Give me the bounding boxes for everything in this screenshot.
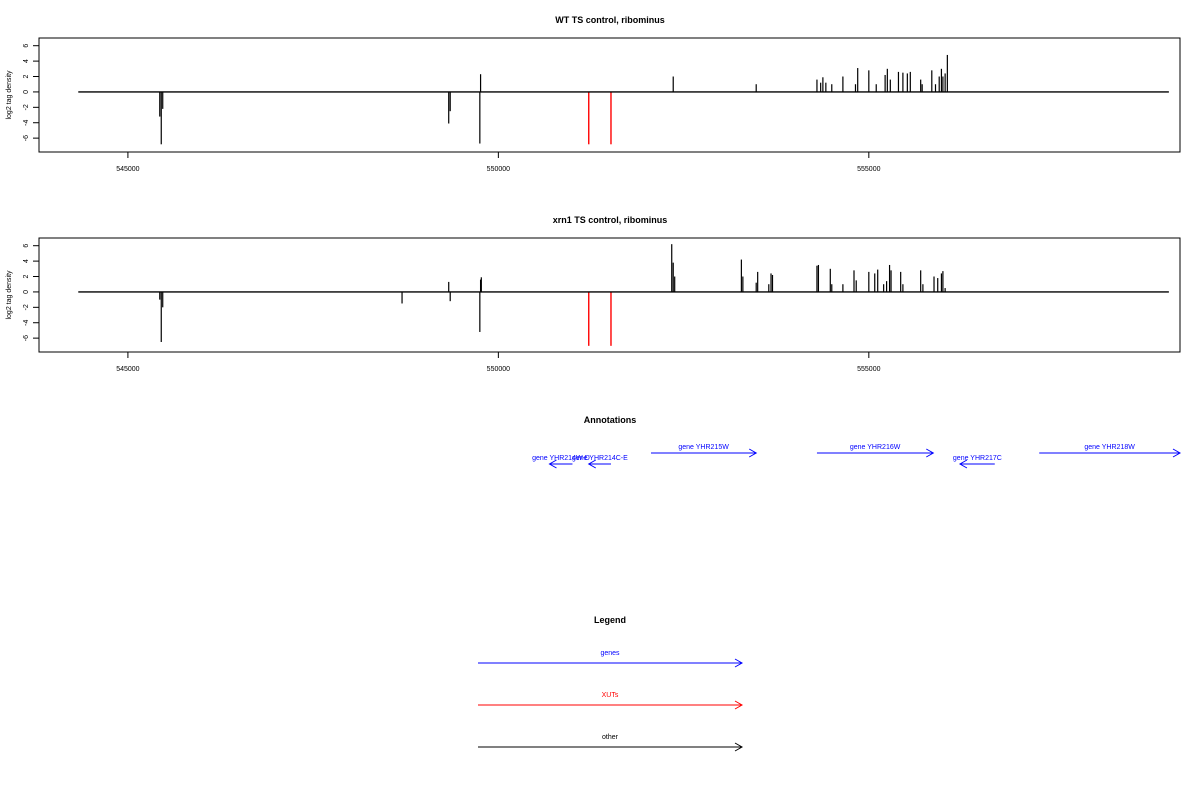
xrn1-plot-frame — [38, 237, 1181, 353]
legend-arrowhead-genes — [734, 658, 744, 668]
xrn1-chart-title: xrn1 TS control, ribominus — [553, 215, 668, 225]
xrn1-y-axis-label: log2 tag density — [6, 270, 13, 320]
wt-y-tick-label: 4 — [23, 59, 30, 63]
feature-gene-yhr217c: gene YHR217C — [953, 455, 1002, 469]
feature-gene-yhr215w: gene YHR215W — [650, 444, 758, 458]
xrn1-x-tick-label: 545000 — [116, 366, 139, 373]
wt-y-tick-label: -2 — [23, 104, 30, 110]
legend-label-xuts: XUTs — [602, 692, 619, 699]
wt-y-axis: -6 -4 -2 0 2 4 6 — [23, 44, 40, 141]
feature-gene-yhr214c-e: gene YHR214C-E — [572, 455, 628, 469]
wt-ts-control-panel: WT TS control, ribominus log2 tag densit… — [6, 15, 1181, 173]
wt-signal-bars — [78, 54, 1169, 145]
legend-title: Legend — [594, 615, 626, 625]
legend: Legend genes XUTs other — [478, 615, 744, 752]
wt-x-axis: 545000 550000 555000 — [116, 151, 881, 173]
wt-y-tick-label: 0 — [23, 90, 30, 94]
xrn1-x-axis: 545000 550000 555000 — [116, 351, 881, 373]
annotations-title: Annotations — [584, 415, 637, 425]
feature-label-gene-yhr214c-e: gene YHR214C-E — [572, 455, 628, 462]
xrn1-ts-control-panel: xrn1 TS control, ribominus log2 tag dens… — [6, 215, 1181, 373]
xrn1-y-tick-label: -6 — [23, 335, 30, 341]
wt-y-axis-label: log2 tag density — [6, 70, 13, 120]
wt-y-tick-label: -6 — [23, 135, 30, 141]
xrn1-y-tick-label: -4 — [23, 320, 30, 326]
legend-label-other: other — [602, 734, 619, 741]
feature-label-gene-yhr218w: gene YHR218W — [1084, 444, 1135, 451]
wt-x-tick-label: 550000 — [487, 166, 510, 173]
wt-y-tick-label: -4 — [23, 120, 30, 126]
wt-x-tick-label: 545000 — [116, 166, 139, 173]
xrn1-x-tick-label: 550000 — [487, 366, 510, 373]
xrn1-y-axis: -6 -4 -2 0 2 4 6 — [23, 244, 40, 341]
legend-entries: genes XUTs other — [478, 650, 744, 752]
feature-arrowhead-gene-yhr217c — [958, 459, 968, 469]
legend-arrowhead-xuts — [734, 700, 744, 710]
feature-gene-yhr218w: gene YHR218W — [1039, 444, 1182, 458]
feature-arrowhead-gene-yhr216w — [926, 448, 935, 458]
wt-y-tick-label: 2 — [23, 74, 30, 78]
legend-entry-genes: genes — [478, 650, 744, 668]
feature-gene-yhr214w-d: gene YHR214W-D — [532, 455, 590, 469]
legend-entry-xuts: XUTs — [478, 692, 744, 710]
legend-label-genes: genes — [600, 650, 620, 657]
wt-y-tick-label: 6 — [23, 44, 30, 48]
xrn1-y-tick-label: 6 — [23, 244, 30, 248]
wt-x-tick-label: 555000 — [857, 166, 880, 173]
xrn1-y-tick-label: 0 — [23, 290, 30, 294]
xrn1-y-tick-label: 4 — [23, 259, 30, 263]
feature-gene-yhr216w: gene YHR216W — [816, 444, 935, 458]
feature-arrowhead-gene-yhr215w — [748, 448, 758, 458]
feature-label-gene-yhr215w: gene YHR215W — [678, 444, 729, 451]
xrn1-y-tick-label: -2 — [23, 304, 30, 310]
wt-chart-title: WT TS control, ribominus — [555, 15, 665, 25]
legend-entry-other: other — [478, 734, 744, 752]
feature-arrowhead-gene-yhr214w-d — [548, 459, 557, 469]
feature-label-gene-yhr216w: gene YHR216W — [850, 444, 901, 451]
feature-label-gene-yhr217c: gene YHR217C — [953, 455, 1002, 462]
feature-arrowhead-gene-yhr218w — [1172, 448, 1182, 458]
feature-label-gene-yhr214w-d: gene YHR214W-D — [532, 455, 590, 462]
feature-arrowhead-gene-yhr214c-e — [587, 459, 597, 469]
wt-plot-frame — [38, 37, 1181, 153]
xrn1-y-tick-label: 2 — [23, 274, 30, 278]
legend-arrowhead-other — [734, 742, 744, 752]
xrn1-signal-bars — [78, 244, 1169, 346]
xrn1-x-tick-label: 555000 — [857, 366, 880, 373]
